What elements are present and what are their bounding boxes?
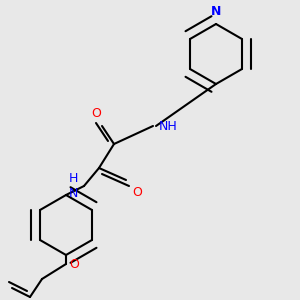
Text: O: O — [69, 257, 79, 271]
Text: H
N: H N — [69, 172, 78, 200]
Text: O: O — [91, 107, 101, 120]
Text: NH: NH — [159, 119, 178, 133]
Text: N: N — [211, 5, 221, 18]
Text: O: O — [132, 186, 142, 199]
